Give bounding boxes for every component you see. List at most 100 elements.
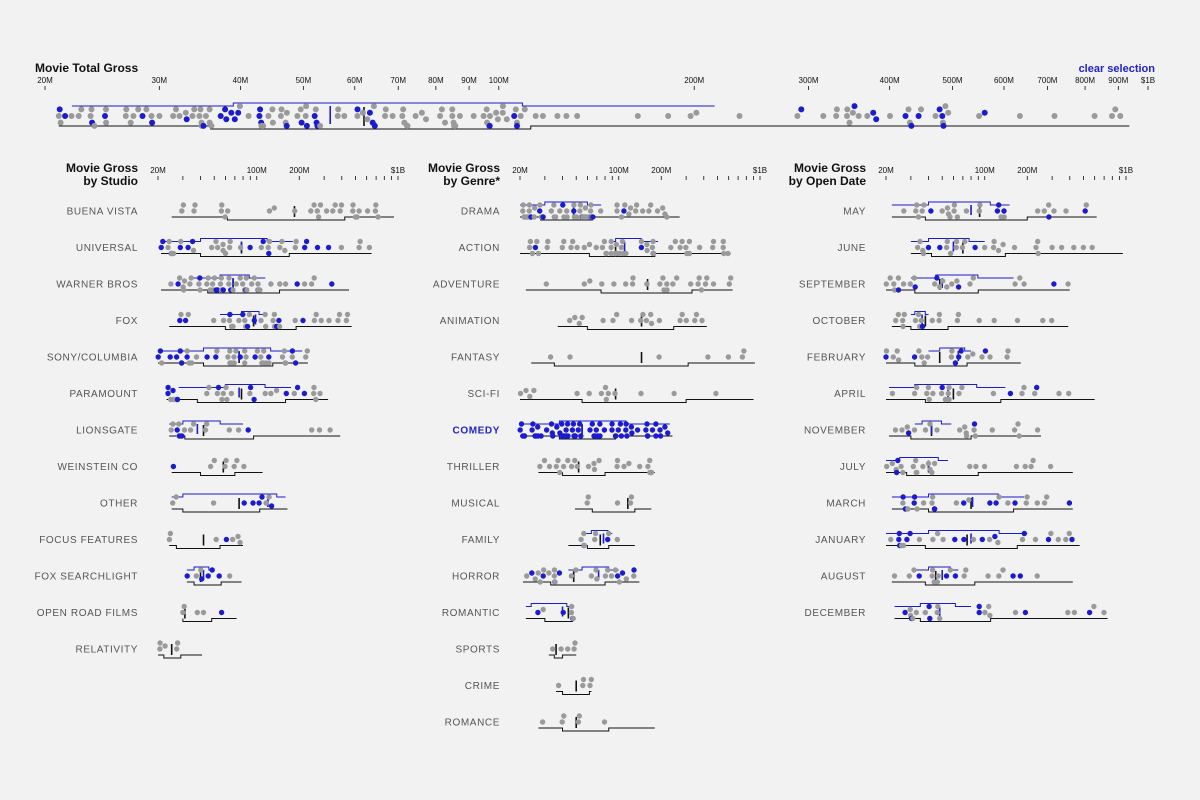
movie-dot[interactable] (568, 244, 574, 251)
movie-dot[interactable] (373, 202, 379, 208)
category-january[interactable]: JANUARY (815, 535, 866, 546)
movie-dot[interactable] (601, 719, 608, 725)
movie-dot[interactable] (1056, 390, 1062, 397)
movie-dot[interactable] (613, 241, 620, 248)
movie-dot[interactable] (262, 311, 268, 318)
movie-dot[interactable] (587, 278, 593, 284)
category-family[interactable]: FAMILY (462, 535, 500, 546)
movie-dot[interactable] (222, 250, 229, 257)
movie-dot[interactable] (990, 244, 997, 251)
movie-dot[interactable] (289, 354, 295, 360)
movie-dot[interactable] (921, 202, 927, 208)
movie-dot[interactable] (1041, 208, 1048, 214)
movie-dot[interactable] (315, 214, 322, 220)
movie-dot[interactable] (208, 122, 215, 129)
movie-dot[interactable] (311, 202, 317, 208)
movie-dot[interactable] (303, 354, 309, 360)
movie-dot[interactable] (961, 500, 967, 506)
movie-dot[interactable] (544, 244, 550, 251)
movie-dot[interactable] (326, 317, 332, 324)
movie-dot[interactable] (565, 457, 571, 464)
movie-dot[interactable] (1017, 275, 1023, 281)
movie-dot[interactable] (160, 238, 166, 245)
movie-dot[interactable] (289, 348, 296, 354)
movie-dot[interactable] (890, 354, 896, 360)
movie-dot[interactable] (612, 390, 618, 397)
movie-dot[interactable] (580, 676, 587, 683)
movie-dot[interactable] (633, 202, 640, 208)
movie-dot[interactable] (926, 603, 932, 610)
movie-dot[interactable] (581, 281, 587, 287)
movie-dot[interactable] (643, 317, 650, 324)
movie-dot[interactable] (944, 284, 950, 290)
movie-dot[interactable] (971, 427, 977, 433)
movie-dot[interactable] (900, 494, 906, 500)
movie-dot[interactable] (176, 275, 183, 281)
category-september[interactable]: SEPTEMBER (799, 280, 866, 291)
movie-dot[interactable] (168, 281, 174, 287)
movie-dot[interactable] (937, 244, 943, 251)
movie-dot[interactable] (215, 384, 222, 391)
movie-dot[interactable] (181, 287, 187, 293)
movie-dot[interactable] (1019, 390, 1025, 397)
movie-dot[interactable] (404, 122, 411, 129)
movie-dot[interactable] (563, 113, 570, 119)
movie-dot[interactable] (204, 421, 210, 427)
movie-dot[interactable] (610, 317, 616, 324)
movie-dot[interactable] (927, 615, 933, 622)
movie-dot[interactable] (648, 202, 654, 208)
movie-dot[interactable] (266, 238, 273, 245)
movie-dot[interactable] (558, 646, 564, 652)
movie-dot[interactable] (660, 275, 666, 281)
movie-dot[interactable] (480, 113, 487, 119)
movie-dot[interactable] (600, 317, 606, 324)
movie-dot[interactable] (581, 244, 587, 251)
movie-dot[interactable] (205, 275, 211, 281)
movie-dot[interactable] (1012, 500, 1018, 506)
movie-dot[interactable] (1034, 500, 1041, 506)
movie-dot[interactable] (292, 208, 298, 214)
movie-dot[interactable] (243, 275, 249, 281)
movie-dot[interactable] (234, 457, 240, 464)
movie-dot[interactable] (317, 202, 324, 208)
movie-dot[interactable] (926, 396, 932, 403)
movie-dot[interactable] (517, 113, 524, 119)
movie-dot[interactable] (143, 106, 150, 113)
movie-dot[interactable] (581, 542, 588, 549)
movie-dot[interactable] (587, 427, 593, 433)
movie-dot[interactable] (538, 433, 544, 439)
movie-dot[interactable] (438, 106, 445, 113)
movie-dot[interactable] (976, 603, 982, 610)
movie-dot[interactable] (887, 113, 893, 119)
category-weinstein-co[interactable]: WEINSTEIN CO (57, 462, 138, 473)
movie-dot[interactable] (972, 244, 978, 251)
movie-dot[interactable] (184, 348, 190, 354)
movie-dot[interactable] (736, 113, 743, 119)
movie-dot[interactable] (687, 113, 694, 119)
category-fox-searchlight[interactable]: FOX SEARCHLIGHT (35, 572, 138, 583)
movie-dot[interactable] (294, 384, 301, 391)
movie-dot[interactable] (741, 348, 747, 354)
movie-dot[interactable] (217, 281, 224, 287)
movie-dot[interactable] (902, 113, 909, 119)
movie-dot[interactable] (225, 208, 231, 214)
movie-dot[interactable] (668, 244, 674, 251)
movie-dot[interactable] (1022, 609, 1029, 616)
movie-dot[interactable] (524, 573, 530, 579)
movie-dot[interactable] (900, 542, 907, 549)
movie-dot[interactable] (942, 103, 949, 110)
movie-dot[interactable] (135, 106, 142, 113)
movie-dot[interactable] (266, 208, 273, 214)
movie-dot[interactable] (976, 609, 982, 616)
movie-dot[interactable] (184, 354, 190, 360)
movie-dot[interactable] (990, 390, 997, 397)
movie-dot[interactable] (350, 208, 356, 214)
movie-dot[interactable] (621, 208, 627, 214)
movie-dot[interactable] (1066, 530, 1073, 537)
movie-dot[interactable] (952, 536, 958, 543)
movie-dot[interactable] (573, 214, 580, 220)
movie-dot[interactable] (283, 109, 290, 116)
movie-dot[interactable] (354, 214, 360, 220)
category-october[interactable]: OCTOBER (813, 316, 866, 327)
movie-dot[interactable] (918, 317, 924, 324)
